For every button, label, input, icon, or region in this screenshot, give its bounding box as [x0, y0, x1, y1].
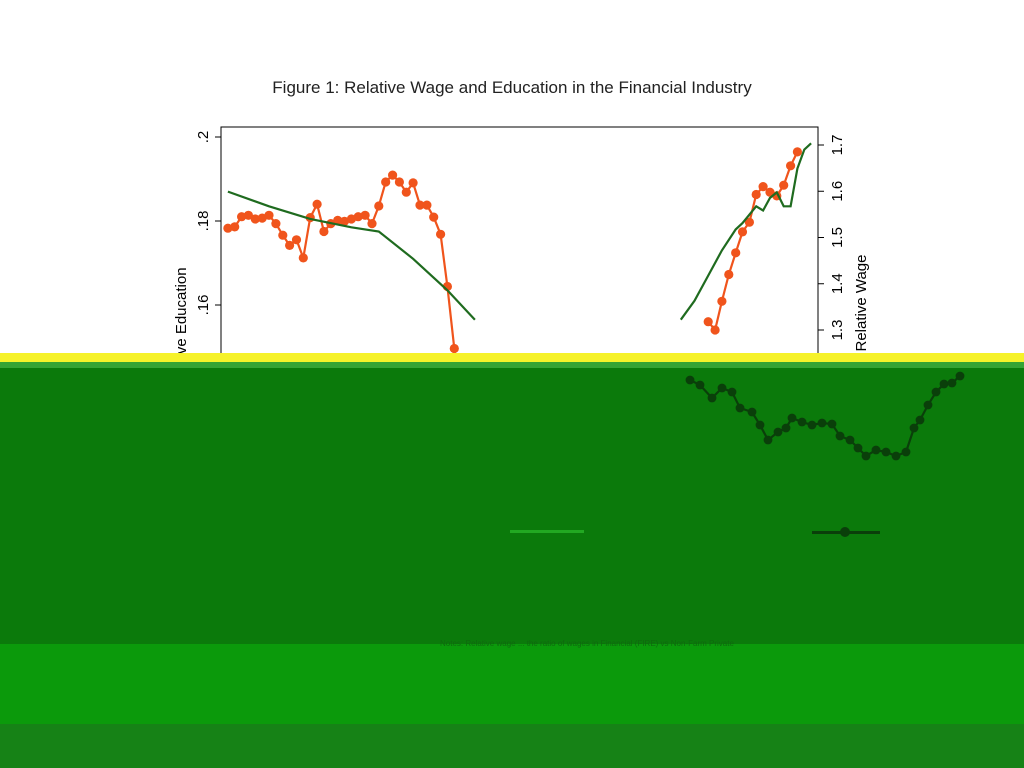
wage-data-point: [360, 210, 370, 220]
wage-data-point: [285, 240, 295, 250]
wage-data-point: [758, 182, 768, 192]
wage-data-point: [291, 235, 302, 245]
wage-data-point: [710, 325, 720, 335]
wage-data-point: [744, 217, 755, 227]
wage-data-point: [319, 226, 329, 237]
wage-data-point: [751, 189, 761, 200]
wage-data-point: [250, 214, 260, 224]
wage-data-point: [353, 212, 363, 222]
wage-data-point: [264, 210, 274, 220]
left-tick-label: .16: [195, 295, 212, 316]
wage-data-point: [333, 215, 343, 225]
right-tick-label: 1.4: [829, 273, 846, 294]
wage-data-point: [786, 161, 796, 171]
left-tick-label: .2: [195, 131, 212, 144]
right-axis-label: Relative Wage: [853, 255, 870, 352]
right-tick-label: 1.3: [829, 320, 846, 341]
wage-data-point: [271, 219, 281, 229]
wage-data-point: [339, 216, 350, 226]
education-series-line: [679, 142, 812, 321]
wage-data-point: [394, 177, 404, 187]
wage-data-point: [381, 177, 391, 187]
wage-data-point: [223, 223, 233, 233]
series-layer: [223, 142, 812, 354]
wage-data-point: [367, 219, 377, 229]
wage-data-point: [388, 170, 398, 180]
wage-data-point: [374, 201, 384, 211]
right-tick-label: 1.5: [829, 227, 846, 248]
wage-data-point: [243, 210, 253, 220]
plot-frame: [220, 126, 819, 548]
left-axis-label: Relative Education: [173, 267, 190, 392]
wage-data-point: [298, 253, 308, 263]
wage-data-point: [230, 222, 240, 232]
wage-data-point: [717, 296, 727, 306]
wage-data-point: [415, 200, 425, 210]
wage-data-point: [724, 269, 734, 280]
wage-data-point: [312, 199, 322, 209]
wage-data-point: [737, 227, 748, 237]
wage-data-point: [449, 343, 459, 354]
wage-data-point: [436, 229, 446, 239]
wage-data-point: [792, 147, 803, 157]
wage-data-point: [731, 248, 741, 258]
education-series-line: [227, 190, 476, 321]
wage-data-point: [779, 180, 789, 190]
wage-data-point: [703, 317, 713, 327]
wage-data-point: [765, 187, 775, 197]
figure-title: Figure 1: Relative Wage and Education in…: [272, 78, 752, 97]
left-tick-label: .18: [195, 211, 212, 232]
right-tick-label: 1.7: [829, 135, 846, 156]
wage-data-point: [278, 230, 288, 240]
wage-data-point: [408, 178, 418, 188]
wage-data-point: [429, 212, 439, 222]
wage-data-point: [401, 187, 411, 197]
left-axis-ticks: .16 .18 .2: [195, 131, 221, 316]
right-tick-label: 1.6: [829, 181, 846, 202]
wage-data-point: [422, 200, 432, 210]
right-axis-ticks: 1.3 1.4 1.5 1.6 1.7: [818, 135, 846, 341]
